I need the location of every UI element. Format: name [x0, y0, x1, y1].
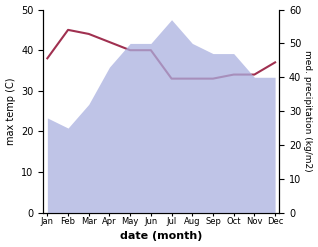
X-axis label: date (month): date (month)	[120, 231, 203, 242]
Y-axis label: med. precipitation (kg/m2): med. precipitation (kg/m2)	[303, 50, 313, 172]
Y-axis label: max temp (C): max temp (C)	[5, 77, 16, 145]
